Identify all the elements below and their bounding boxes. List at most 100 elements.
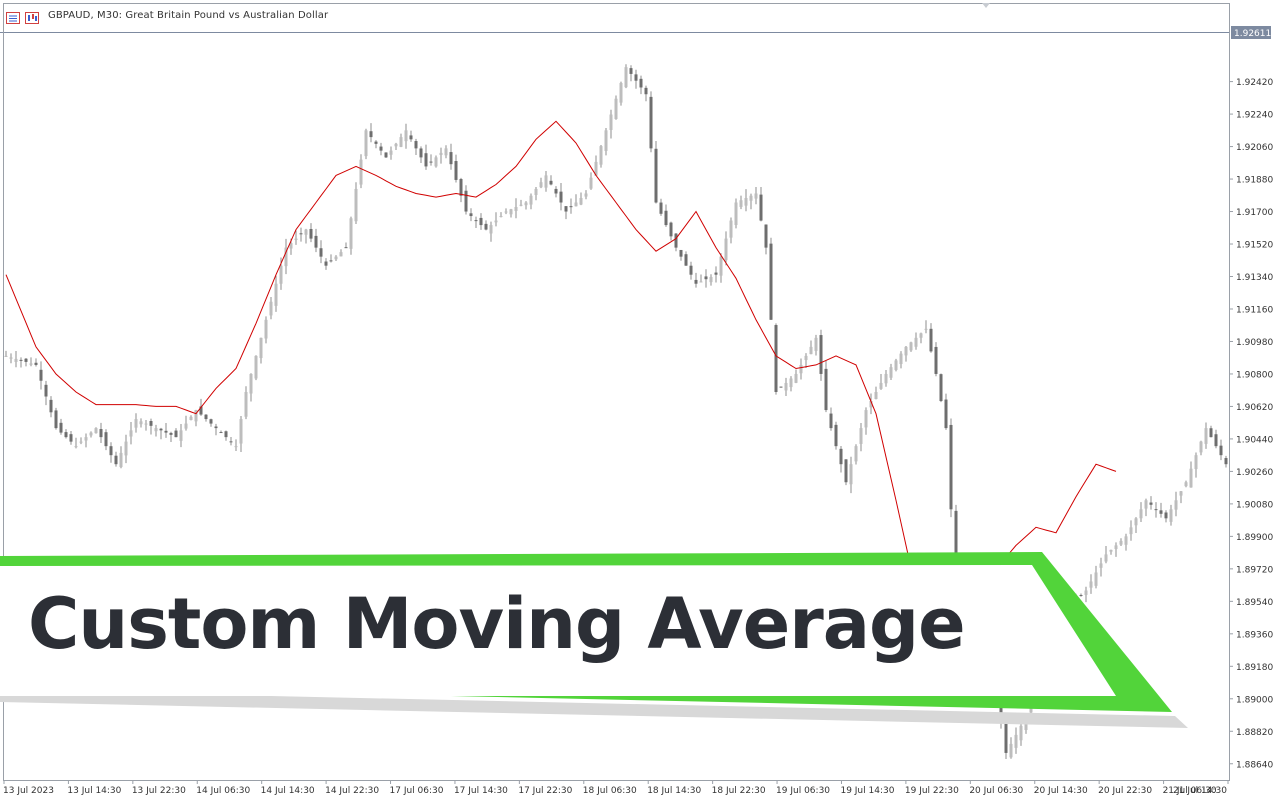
price-tick-label: 1.89180 [1236,663,1273,673]
time-tick-label: 17 Jul 14:30 [454,786,508,796]
candle-body [474,220,478,222]
time-tick-label: 19 Jul 22:30 [905,786,959,796]
candle-body [1014,734,1018,748]
candle-body [104,432,108,447]
time-tick-label: 19 Jul 14:30 [840,786,894,796]
candle-body [944,399,948,429]
candle-body [809,346,813,355]
candle-body [269,301,273,316]
candle-body [834,424,838,447]
candle-body [789,378,793,388]
candle-body [509,209,513,215]
candle-body [94,428,98,434]
candle-body [1079,594,1083,596]
candle-body [624,67,628,88]
candle-body [219,432,223,434]
time-tick-label: 19 Jul 06:30 [776,786,830,796]
candle-body [484,223,488,230]
candle-body [129,430,133,437]
candle-body [694,279,698,284]
candle-body [209,419,213,424]
candle-body [304,229,308,235]
time-tick-label: 14 Jul 22:30 [325,786,379,796]
candle-body [744,198,748,206]
candles-icon[interactable] [25,9,39,24]
banner-title: Custom Moving Average [28,583,966,665]
candle-body [9,357,13,359]
price-tick-label: 1.90260 [1236,468,1273,478]
time-axis[interactable]: 13 Jul 2023 13 Jul 14:30 13 Jul 22:30 14 Ju… [3,780,1229,796]
price-axis[interactable]: 1.92420 1.92240 1.92060 1.91880 1.91700 1.915… [1229,78,1273,770]
candle-body [769,243,773,320]
candle-body [199,406,203,415]
candle-body [409,135,413,140]
candle-body [1009,743,1013,758]
candle-body [929,328,933,352]
price-tick-label: 1.90980 [1236,338,1273,348]
candle-body [489,225,493,234]
candle-body [559,191,563,203]
candle-body [939,374,943,402]
price-tick-label: 1.91700 [1236,208,1273,218]
candle-body [349,218,353,249]
shift-marker-icon[interactable] [982,3,990,8]
candle-body [89,432,93,436]
candle-body [634,74,638,81]
candle-body [879,382,883,389]
candle-body [539,182,543,188]
price-tick-label: 1.90620 [1236,403,1273,413]
candle-body [1219,445,1223,456]
candle-body [584,193,588,197]
candle-body [174,430,178,438]
candle-body [1124,536,1128,545]
candle-body [824,368,828,411]
candle-body [1129,527,1133,535]
candle-body [469,213,473,217]
time-tick-label: 21 Jul 14:30 [1173,786,1227,796]
candle-body [954,510,958,591]
candle-body [424,153,428,167]
candle-body [294,238,298,241]
candle-body [589,177,593,189]
price-tick-label: 1.89900 [1236,533,1273,543]
candle-body [459,179,463,196]
candle-body [569,206,573,208]
candle-body [914,337,918,347]
candle-body [229,441,233,443]
candle-body [99,429,103,438]
candle-body [614,98,618,119]
candle-body [799,364,803,374]
candle-body [69,434,73,442]
candle-body [29,363,33,365]
candle-body [329,260,333,262]
candle-body [434,157,438,167]
candle-body [894,360,898,370]
candle-body [189,416,193,421]
candle-body [224,431,228,438]
candle-body [1114,545,1118,550]
chart-list-icon[interactable] [6,9,20,24]
candle-body [44,384,48,397]
candle-body [299,233,303,235]
candle-body [1204,428,1208,444]
candle-body [109,446,113,456]
candle-body [504,211,508,213]
candle-body [1184,482,1188,487]
svg-text:1.92611: 1.92611 [1234,29,1271,39]
price-tick-label: 1.91340 [1236,273,1273,283]
candle-body [274,283,278,306]
candle-body [519,204,523,206]
candle-body [814,337,818,351]
candle-body [244,392,248,417]
candle-body [579,198,583,205]
candle-body [334,256,338,260]
candle-body [749,195,753,201]
candle-body [139,421,143,425]
candle-body [729,220,733,238]
candle-body [234,446,238,448]
candle-body [84,437,88,441]
candle-body [884,373,888,384]
candle-body [1089,581,1093,588]
